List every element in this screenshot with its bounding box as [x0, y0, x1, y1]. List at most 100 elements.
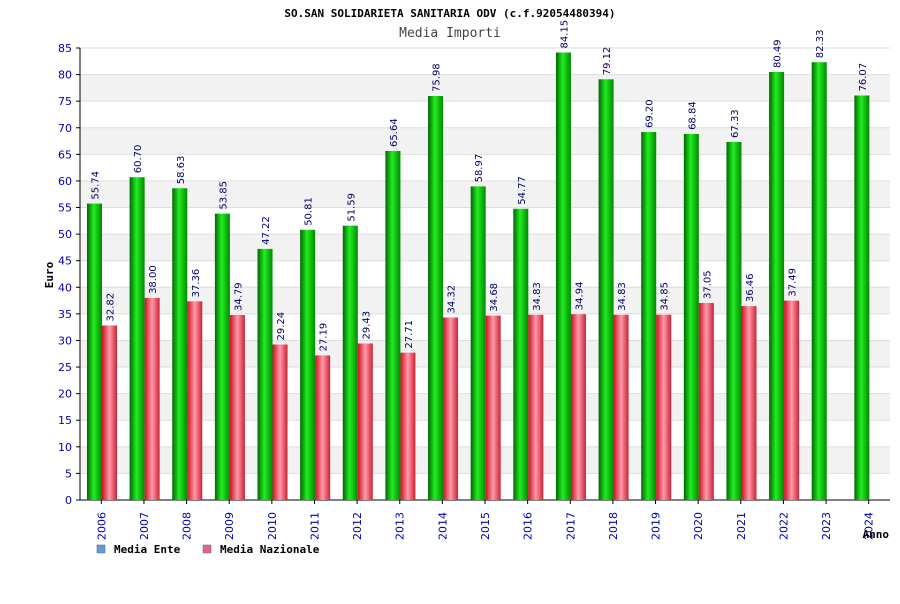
data-label: 60.70	[133, 145, 144, 174]
x-tick-label: 2011	[308, 512, 321, 540]
y-tick-label: 75	[58, 95, 72, 108]
data-label: 67.33	[730, 109, 741, 138]
y-tick-label: 85	[58, 42, 72, 55]
bar-media-nazionale	[784, 300, 800, 500]
y-tick-label: 80	[58, 69, 72, 82]
bar-media-ente	[470, 186, 486, 501]
bar-media-ente	[214, 213, 230, 500]
data-label: 51.59	[346, 193, 357, 222]
data-label: 76.07	[858, 63, 869, 92]
x-tick-label: 2010	[266, 512, 279, 540]
bar-media-ente	[342, 225, 358, 500]
x-axis-label: Anno	[863, 528, 890, 541]
bar-media-ente	[769, 71, 785, 500]
data-label: 50.81	[304, 197, 315, 226]
y-tick-label: 10	[58, 441, 72, 454]
data-label: 34.83	[532, 282, 543, 311]
x-tick-label: 2012	[351, 512, 364, 540]
bar-media-nazionale	[187, 301, 203, 500]
x-tick-label: 2006	[95, 512, 108, 540]
legend-label: Media Nazionale	[220, 543, 320, 556]
bar-media-nazionale	[272, 344, 288, 500]
bar-media-nazionale	[485, 315, 501, 500]
data-label: 37.49	[788, 268, 799, 297]
data-label: 29.24	[276, 312, 287, 341]
bar-media-ente	[257, 248, 273, 500]
bar-media-ente	[683, 133, 699, 501]
bar-media-ente	[129, 177, 145, 501]
bar-media-ente	[385, 150, 401, 500]
x-tick-label: 2021	[735, 512, 748, 540]
x-tick-label: 2008	[181, 512, 194, 540]
data-label: 84.15	[559, 20, 570, 49]
y-tick-label: 20	[58, 388, 72, 401]
y-tick-label: 15	[58, 414, 72, 427]
bar-media-ente	[726, 141, 742, 500]
x-tick-label: 2018	[607, 512, 620, 540]
y-tick-label: 35	[58, 308, 72, 321]
data-label: 68.84	[687, 101, 698, 130]
data-label: 36.46	[745, 273, 756, 302]
data-label: 34.94	[574, 282, 585, 311]
y-tick-label: 65	[58, 148, 72, 161]
bar-media-nazionale	[741, 306, 757, 500]
x-tick-label: 2022	[777, 512, 790, 540]
data-label: 27.19	[319, 323, 330, 352]
x-tick-label: 2024	[863, 512, 876, 540]
data-label: 82.33	[815, 30, 826, 59]
bar-media-ente	[854, 95, 870, 501]
x-tick-label: 2017	[564, 512, 577, 540]
bar-media-nazionale	[357, 343, 373, 500]
data-label: 27.71	[404, 320, 415, 349]
bar-media-ente	[598, 79, 614, 500]
x-tick-label: 2016	[522, 512, 535, 540]
bar-media-ente	[428, 95, 444, 500]
chart-title: SO.SAN SOLIDARIETA SANITARIA ODV (c.f.92…	[284, 7, 615, 20]
y-tick-label: 50	[58, 228, 72, 241]
data-label: 75.98	[432, 63, 443, 92]
y-tick-label: 45	[58, 255, 72, 268]
bar-media-ente	[172, 188, 188, 500]
y-tick-label: 60	[58, 175, 72, 188]
data-label: 79.12	[602, 47, 613, 76]
y-tick-label: 0	[65, 494, 72, 507]
data-label: 32.82	[106, 293, 117, 322]
data-label: 34.79	[233, 282, 244, 311]
bar-media-nazionale	[656, 314, 672, 500]
legend-swatch	[96, 544, 106, 554]
bar-media-nazionale	[229, 314, 245, 500]
x-tick-label: 2020	[692, 512, 705, 540]
legend: Media Ente Media Nazionale	[96, 543, 320, 556]
bar-media-nazionale	[443, 317, 459, 500]
data-label: 80.49	[773, 39, 784, 68]
y-tick-label: 40	[58, 281, 72, 294]
bar-media-nazionale	[144, 297, 160, 500]
data-label: 58.97	[474, 154, 485, 183]
y-tick-label: 5	[65, 467, 72, 480]
legend-label: Media Ente	[114, 543, 181, 556]
bar-media-ente	[513, 208, 529, 500]
y-tick-label: 55	[58, 202, 72, 215]
y-tick-label: 30	[58, 334, 72, 347]
data-label: 65.64	[389, 118, 400, 147]
bar-media-ente	[555, 52, 571, 501]
data-label: 37.36	[191, 269, 202, 298]
bar-media-nazionale	[528, 314, 544, 500]
data-label: 47.22	[261, 216, 272, 245]
y-tick-label: 70	[58, 122, 72, 135]
data-label: 29.43	[361, 311, 372, 340]
bar-media-ente	[87, 203, 102, 500]
x-tick-label: 2019	[650, 512, 663, 540]
data-label: 34.68	[489, 283, 500, 312]
bar-media-ente	[811, 62, 827, 500]
data-label: 55.74	[91, 171, 102, 200]
y-tick-label: 25	[58, 361, 72, 374]
bar-media-nazionale	[400, 352, 416, 500]
x-tick-label: 2007	[138, 512, 151, 540]
data-label: 69.20	[645, 99, 656, 128]
grid-band	[80, 127, 890, 155]
data-label: 34.32	[447, 285, 458, 314]
chart-subtitle: Media Importi	[399, 26, 501, 41]
